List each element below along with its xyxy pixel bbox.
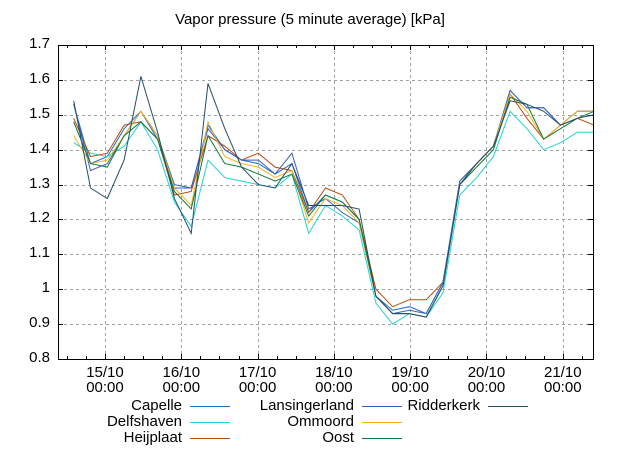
x-tick-label: 21/10 00:00 — [528, 365, 598, 395]
legend-label: Ridderkerk — [407, 397, 480, 414]
x-tick-time: 00:00 — [86, 379, 124, 396]
legend-item-capelle: Capelle — [30, 398, 230, 414]
y-tick-label: 0.8 — [29, 349, 50, 366]
x-tick-date: 15/10 — [86, 364, 124, 381]
y-tick-label: 1.3 — [29, 174, 50, 192]
plot-frame — [58, 45, 594, 360]
legend-swatch — [488, 406, 528, 407]
x-tick-date: 20/10 — [467, 364, 506, 381]
legend-label: Delfshaven — [106, 413, 182, 430]
x-tick-date: 16/10 — [162, 364, 201, 381]
legend-swatch — [362, 438, 402, 439]
legend-swatch — [190, 406, 230, 407]
legend-label: Oost — [322, 429, 354, 446]
legend-item-ridderkerk: Ridderkerk — [328, 398, 528, 414]
x-tick-date: 21/10 — [544, 364, 582, 381]
y-tick-label: 1 — [41, 279, 50, 297]
legend-item-delfshaven: Delfshaven — [30, 414, 230, 430]
series-lines — [73, 76, 595, 325]
x-tick-label: 17/10 00:00 — [223, 365, 293, 395]
legend-item-ommoord: Ommoord — [202, 414, 402, 430]
legend-swatch — [190, 422, 230, 423]
x-tick-date: 18/10 — [315, 364, 353, 381]
x-tick-label: 16/10 00:00 — [146, 365, 216, 395]
x-tick-time: 00:00 — [391, 379, 429, 396]
x-tick-time: 00:00 — [467, 379, 506, 396]
x-tick-label: 19/10 00:00 — [375, 365, 445, 395]
legend-label: Lansingerland — [259, 397, 354, 414]
x-tick-label: 20/10 00:00 — [451, 365, 521, 395]
legend-item-heijplaat: Heijplaat — [30, 430, 230, 446]
y-tick-label: 1.1 — [29, 244, 50, 262]
legend-swatch — [362, 406, 402, 407]
x-tick-label: 15/10 00:00 — [70, 365, 140, 395]
legend-label: Ommoord — [287, 413, 354, 430]
series-line-delfshaven — [73, 110, 595, 325]
y-tick-label: 1.4 — [29, 139, 50, 157]
x-tick-time: 00:00 — [315, 379, 353, 396]
y-tick-label: 1.2 — [29, 209, 50, 227]
x-tick-date: 17/10 — [238, 364, 277, 381]
legend-item-oost: Oost — [202, 430, 402, 446]
axis-ticks — [58, 45, 593, 360]
legend-swatch — [190, 438, 230, 439]
x-tick-time: 00:00 — [544, 379, 582, 396]
series-line-ridderkerk — [73, 76, 595, 318]
legend-item-lansingerland: Lansingerland — [202, 398, 402, 414]
series-line-heijplaat — [73, 92, 595, 308]
legend-swatch — [362, 422, 402, 423]
x-tick-time: 00:00 — [238, 379, 277, 396]
y-tick-label: 1.6 — [29, 69, 50, 87]
legend-label: Capelle — [131, 397, 182, 414]
chart-title: Vapor pressure (5 minute average) [kPa] — [175, 11, 445, 28]
x-tick-label: 18/10 00:00 — [299, 365, 369, 395]
x-tick-time: 00:00 — [162, 379, 201, 396]
y-tick-label: 1.7 — [29, 35, 50, 52]
x-tick-date: 19/10 — [391, 364, 429, 381]
y-tick-label: 0.9 — [29, 314, 50, 332]
y-tick-label: 1.5 — [29, 104, 50, 122]
legend-label: Heijplaat — [123, 429, 182, 446]
series-line-oost — [73, 96, 595, 318]
